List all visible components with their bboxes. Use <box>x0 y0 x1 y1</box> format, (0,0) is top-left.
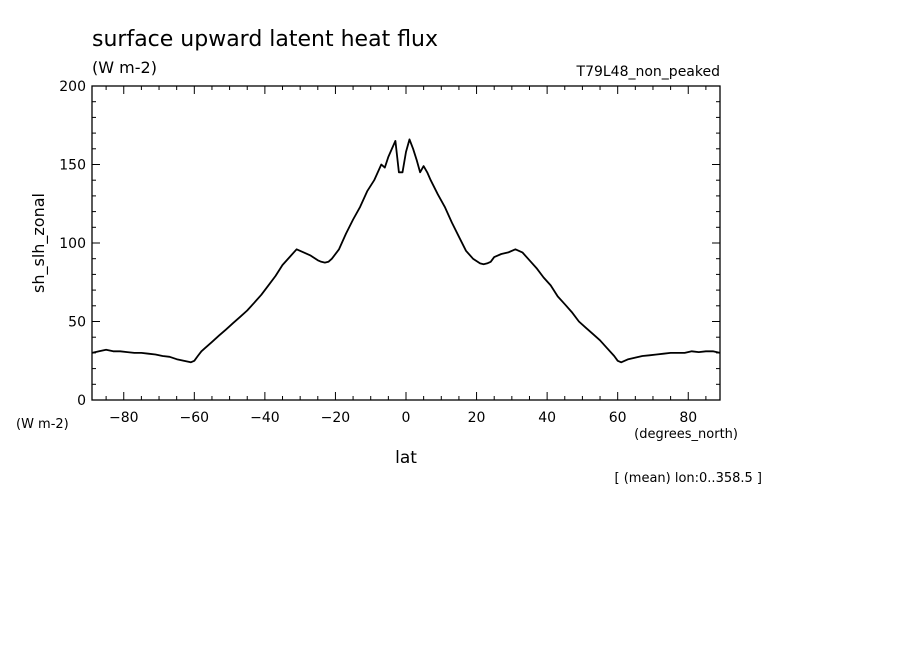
plot-frame <box>91 85 721 401</box>
x-tick-label: −40 <box>250 410 280 426</box>
x-units-label: (degrees_north) <box>634 427 738 442</box>
x-tick-label: −80 <box>109 410 139 426</box>
y-tick-labels: 0 50 100 150 200 <box>59 79 86 409</box>
x-tick-label: 80 <box>679 410 697 426</box>
chart-subtitle: (W m-2) <box>92 58 157 77</box>
chart-title: surface upward latent heat flux <box>92 27 438 52</box>
x-tick-labels: −80 −60 −40 −20 0 20 40 60 80 <box>109 410 697 426</box>
x-tick-label: −60 <box>180 410 210 426</box>
y-units-label: (W m-2) <box>16 417 69 432</box>
x-tick-label: 40 <box>538 410 556 426</box>
run-label: T79L48_non_peaked <box>576 64 720 80</box>
footnote: [ (mean) lon:0..358.5 ] <box>615 471 763 486</box>
y-tick-label: 150 <box>59 158 86 174</box>
x-tick-label: 20 <box>468 410 486 426</box>
x-tick-label: 60 <box>609 410 627 426</box>
y-tick-label: 100 <box>59 236 86 252</box>
y-axis-ticks <box>92 85 720 401</box>
x-tick-label: −20 <box>321 410 351 426</box>
x-tick-label: 0 <box>402 410 411 426</box>
y-tick-label: 200 <box>59 79 86 95</box>
y-tick-label: 50 <box>68 315 86 331</box>
series-line <box>91 138 721 364</box>
x-axis-label: lat <box>395 448 417 468</box>
x-axis-ticks <box>105 86 707 400</box>
y-axis-label: sh_slh_zonal <box>29 193 49 293</box>
y-tick-label: 0 <box>77 393 86 409</box>
